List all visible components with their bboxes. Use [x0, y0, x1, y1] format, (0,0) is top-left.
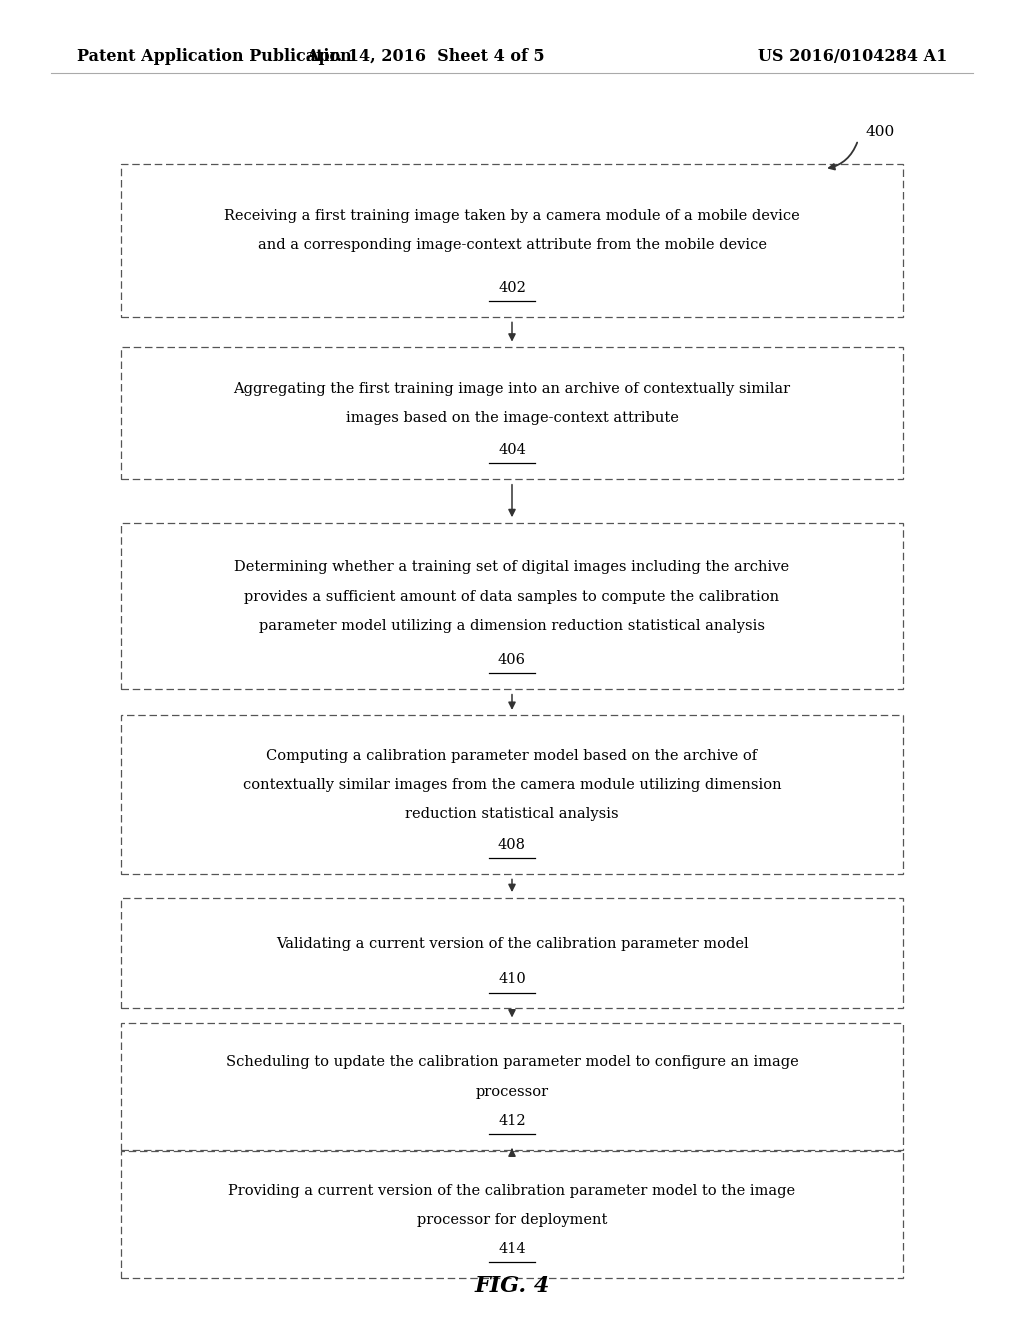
Text: 412: 412 — [499, 1114, 525, 1127]
Text: processor: processor — [475, 1085, 549, 1098]
Text: processor for deployment: processor for deployment — [417, 1213, 607, 1226]
Text: US 2016/0104284 A1: US 2016/0104284 A1 — [758, 49, 947, 65]
Text: contextually similar images from the camera module utilizing dimension: contextually similar images from the cam… — [243, 779, 781, 792]
Text: Aggregating the first training image into an archive of contextually similar: Aggregating the first training image int… — [233, 383, 791, 396]
Text: Patent Application Publication: Patent Application Publication — [77, 49, 351, 65]
Bar — [121, 1023, 903, 1150]
Text: FIG. 4: FIG. 4 — [474, 1275, 550, 1296]
Text: 408: 408 — [498, 838, 526, 851]
Text: 410: 410 — [498, 973, 526, 986]
Text: Determining whether a training set of digital images including the archive: Determining whether a training set of di… — [234, 561, 790, 574]
Text: Scheduling to update the calibration parameter model to configure an image: Scheduling to update the calibration par… — [225, 1056, 799, 1069]
Text: reduction statistical analysis: reduction statistical analysis — [406, 808, 618, 821]
Bar — [121, 898, 903, 1008]
Text: Providing a current version of the calibration parameter model to the image: Providing a current version of the calib… — [228, 1184, 796, 1197]
Text: 400: 400 — [865, 125, 895, 139]
Text: images based on the image-context attribute: images based on the image-context attrib… — [345, 412, 679, 425]
Text: provides a sufficient amount of data samples to compute the calibration: provides a sufficient amount of data sam… — [245, 590, 779, 603]
Text: 406: 406 — [498, 653, 526, 667]
Text: 414: 414 — [499, 1242, 525, 1255]
Text: Computing a calibration parameter model based on the archive of: Computing a calibration parameter model … — [266, 750, 758, 763]
Text: 404: 404 — [498, 444, 526, 457]
Text: Receiving a first training image taken by a camera module of a mobile device: Receiving a first training image taken b… — [224, 210, 800, 223]
Text: Apr. 14, 2016  Sheet 4 of 5: Apr. 14, 2016 Sheet 4 of 5 — [305, 49, 545, 65]
Text: Validating a current version of the calibration parameter model: Validating a current version of the cali… — [275, 937, 749, 950]
Text: and a corresponding image-context attribute from the mobile device: and a corresponding image-context attrib… — [257, 239, 767, 252]
Bar — [121, 164, 903, 317]
Bar — [121, 347, 903, 479]
Bar — [121, 1151, 903, 1278]
Bar — [121, 523, 903, 689]
Text: parameter model utilizing a dimension reduction statistical analysis: parameter model utilizing a dimension re… — [259, 619, 765, 632]
Text: 402: 402 — [498, 281, 526, 294]
Bar — [121, 715, 903, 874]
